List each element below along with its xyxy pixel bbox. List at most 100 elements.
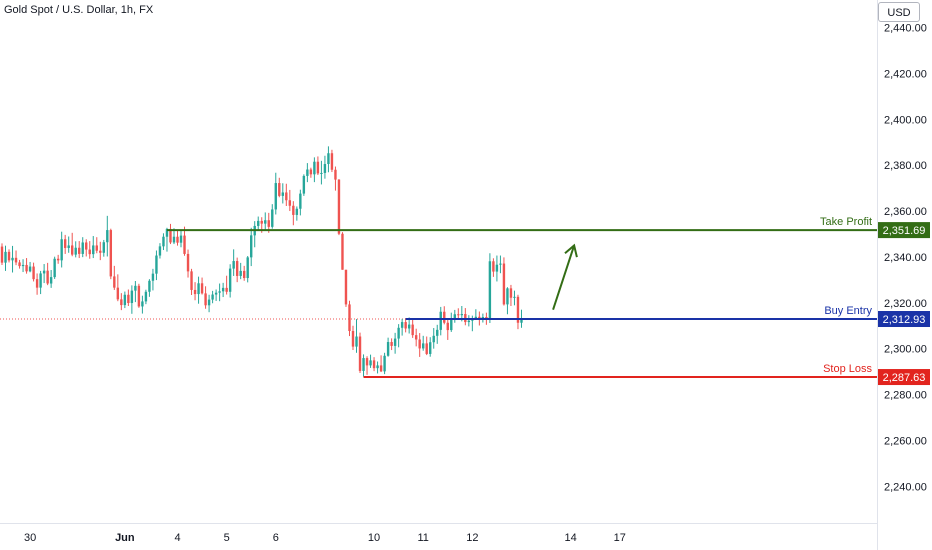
candle-body	[78, 247, 81, 254]
candle	[165, 227, 169, 252]
candle-body	[32, 266, 35, 280]
candle-body	[414, 335, 418, 340]
time-axis[interactable]: 30 Jun 4 5 6 10 11 12 14 17	[24, 532, 626, 544]
candle-body	[386, 342, 390, 356]
candle	[464, 308, 467, 326]
candle-body	[478, 316, 481, 319]
candle	[411, 319, 414, 338]
candle-body	[390, 342, 393, 346]
candle-body	[14, 257, 18, 263]
candle-body	[323, 164, 327, 173]
candle-body	[18, 262, 21, 267]
candle	[130, 285, 134, 314]
candle	[418, 333, 421, 357]
candle	[127, 289, 130, 307]
candle-body	[344, 269, 348, 305]
candle	[116, 274, 120, 302]
candle	[4, 245, 7, 271]
candle-body	[355, 336, 358, 347]
candle	[193, 282, 197, 301]
take-profit-label: Take Profit	[820, 216, 872, 228]
candle	[429, 337, 432, 357]
price-axis[interactable]: 2,240.00 2,260.00 2,280.00 2,300.00 2,320.00…	[884, 23, 927, 494]
candle	[81, 237, 84, 258]
candle	[242, 265, 246, 281]
candle	[190, 268, 193, 295]
candle	[176, 230, 179, 246]
candle-body	[502, 263, 506, 305]
candle-body	[7, 251, 11, 261]
candle-body	[292, 205, 295, 215]
candle	[499, 255, 502, 274]
candle	[407, 317, 411, 334]
candle-body	[453, 314, 456, 320]
candle	[327, 146, 330, 173]
candle	[288, 189, 292, 212]
candle	[78, 241, 81, 259]
candle	[155, 250, 158, 281]
candle-body	[393, 338, 397, 346]
x-tick-label: 10	[368, 532, 380, 544]
candle-body	[60, 239, 63, 261]
candle-body	[400, 322, 404, 328]
candle-body	[0, 246, 4, 263]
candle	[281, 183, 284, 204]
candle	[446, 318, 449, 340]
candle	[21, 259, 25, 273]
candle	[453, 309, 456, 323]
candle-body	[457, 314, 460, 316]
chart-title: Gold Spot / U.S. Dollar, 1h, FX	[4, 4, 154, 16]
candle	[414, 328, 418, 347]
currency-button[interactable]: USD	[878, 2, 920, 22]
candle	[25, 258, 28, 274]
candle-body	[369, 360, 372, 366]
y-tick-label: 2,420.00	[884, 68, 927, 80]
candle	[53, 256, 56, 279]
candle-body	[99, 250, 102, 253]
candle	[488, 253, 492, 323]
candle-body	[63, 239, 67, 248]
candle-body	[204, 293, 207, 306]
candle	[316, 156, 320, 176]
candle	[348, 300, 351, 337]
x-tick-label: Jun	[115, 532, 135, 544]
candle	[397, 324, 400, 348]
candle	[95, 237, 98, 254]
x-tick-label: 14	[564, 532, 576, 544]
candle	[376, 361, 379, 374]
candle-body	[429, 342, 432, 354]
candle-body	[85, 242, 88, 250]
candle	[0, 243, 4, 265]
candle-body	[492, 261, 495, 272]
candle	[218, 283, 221, 302]
candle-body	[288, 200, 292, 206]
y-tick-label: 2,300.00	[884, 344, 927, 356]
candle	[221, 282, 225, 298]
take-profit-price-badge	[878, 222, 930, 239]
candle	[137, 283, 141, 308]
candle-body	[127, 294, 130, 304]
candle-body	[92, 245, 95, 255]
candle	[250, 227, 253, 267]
y-tick-label: 2,280.00	[884, 390, 927, 402]
x-tick-label: 4	[174, 532, 180, 544]
candle-body	[176, 236, 179, 243]
y-tick-label: 2,440.00	[884, 23, 927, 35]
y-tick-label: 2,320.00	[884, 298, 927, 310]
candle	[439, 306, 442, 336]
x-tick-label: 17	[614, 532, 626, 544]
candle	[207, 294, 211, 313]
candle-body	[351, 331, 355, 347]
candle-body	[281, 192, 284, 196]
candle-body	[274, 183, 277, 210]
candle-body	[443, 311, 446, 323]
candle-body	[81, 242, 84, 254]
candle	[144, 289, 148, 305]
candle	[42, 264, 46, 284]
candle	[365, 356, 369, 375]
levels-layer: Take Profit Buy Entry Stop Loss	[166, 216, 877, 379]
candle-body	[271, 209, 274, 227]
candle	[495, 255, 499, 282]
candle-body	[4, 251, 7, 263]
